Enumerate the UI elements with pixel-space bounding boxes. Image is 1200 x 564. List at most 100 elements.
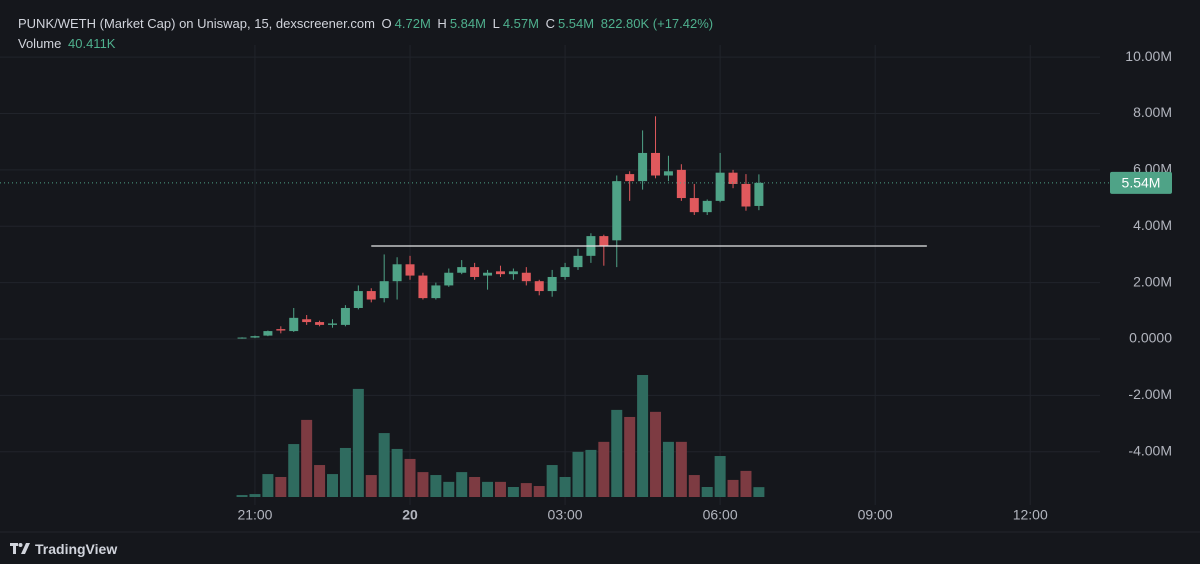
- brand-logo: [10, 543, 30, 554]
- volume-bar: [314, 465, 326, 497]
- volume-value: 40.411K: [68, 36, 116, 51]
- candle-body: [638, 152, 648, 182]
- candle-body: [353, 291, 363, 308]
- candle-body: [534, 281, 544, 292]
- volume-bar: [559, 476, 571, 497]
- x-tick-label: 09:00: [858, 507, 893, 523]
- volume-bar: [650, 411, 662, 497]
- candle-body: [405, 264, 415, 276]
- candle-body: [392, 264, 402, 282]
- candle-body: [612, 181, 622, 241]
- x-tick-label: 06:00: [703, 507, 738, 523]
- volume-bar: [688, 475, 700, 497]
- legend-row: PUNK/WETH (Market Cap) on Uniswap, 15, d…: [18, 14, 716, 34]
- volume-bar: [507, 486, 519, 497]
- y-tick-label: 4.00M: [1133, 217, 1172, 233]
- candle-body: [470, 267, 480, 277]
- c-value: 5.54M: [557, 16, 595, 31]
- volume-bar: [404, 458, 416, 497]
- volume-bar: [714, 456, 726, 497]
- candle-body: [302, 319, 312, 323]
- candle-body: [237, 337, 247, 339]
- y-tick-label: 0.0000: [1129, 330, 1172, 346]
- h-key: H: [437, 16, 447, 31]
- candle-body: [560, 267, 570, 277]
- x-tick-label: 21:00: [237, 507, 272, 523]
- candle-body: [741, 183, 751, 207]
- volume-bar: [469, 476, 481, 497]
- legend-row: Volume 40.411K: [18, 34, 716, 54]
- volume-bar: [326, 474, 338, 497]
- candle-body: [702, 200, 712, 213]
- candle-body: [315, 322, 325, 325]
- volume-bar: [624, 416, 636, 497]
- volume-key: Volume: [18, 36, 62, 51]
- volume-bar: [662, 441, 674, 497]
- candle-body: [263, 331, 273, 336]
- brand[interactable]: TradingView: [10, 541, 117, 557]
- h-value: 5.84M: [449, 16, 486, 31]
- volume-bar: [249, 494, 261, 497]
- volume-bar: [236, 495, 248, 497]
- volume-bar: [443, 481, 455, 497]
- y-tick-label: 10.00M: [1125, 48, 1172, 64]
- volume-bar: [611, 409, 623, 497]
- volume-bar: [533, 486, 545, 497]
- x-tick-label: 03:00: [548, 507, 583, 523]
- volume-bar: [520, 483, 532, 497]
- y-tick-label: 2.00M: [1133, 273, 1172, 289]
- volume-bar: [482, 481, 494, 497]
- candle-body: [508, 271, 518, 275]
- volume-bar: [378, 433, 390, 497]
- last-price-tag: [1110, 171, 1172, 194]
- candle-body: [444, 272, 454, 286]
- volume-bar: [585, 449, 597, 497]
- volume-bar: [339, 447, 351, 497]
- volume-bar: [753, 487, 765, 497]
- candle-body: [715, 172, 725, 201]
- candle-body: [573, 255, 583, 268]
- candle-body: [483, 272, 493, 276]
- candle-body: [689, 198, 699, 213]
- candle-body: [366, 291, 376, 300]
- candle-body: [625, 174, 635, 182]
- volume-bar: [546, 465, 558, 497]
- volume-bar: [275, 476, 287, 497]
- volume-bar: [675, 441, 687, 497]
- volume-bar: [727, 479, 739, 497]
- y-tick-label: -4.00M: [1128, 442, 1172, 458]
- volume-bar: [740, 470, 752, 497]
- volume-bar: [262, 474, 274, 497]
- candle-body: [676, 169, 686, 199]
- volume-bar: [288, 444, 300, 497]
- candle-body: [651, 152, 661, 176]
- candle-body: [547, 276, 557, 292]
- y-tick-label: -2.00M: [1128, 386, 1172, 402]
- candle-body: [457, 267, 467, 273]
- last-price-label: 5.54M: [1122, 175, 1161, 191]
- candle-body: [495, 271, 505, 275]
- candle-body: [728, 172, 738, 184]
- volume-bar: [301, 419, 313, 497]
- candle-body: [754, 182, 764, 206]
- candle-body: [327, 323, 337, 325]
- volume-bar: [637, 375, 649, 497]
- volume-bar: [456, 472, 468, 497]
- y-tick-label: 8.00M: [1133, 104, 1172, 120]
- x-tick-label: 12:00: [1013, 507, 1048, 523]
- symbol: PUNK/WETH (Market Cap) on Uniswap, 15, d…: [18, 16, 375, 31]
- volume-bar: [352, 388, 364, 497]
- volume-bar: [417, 472, 429, 497]
- candle-body: [599, 236, 609, 246]
- candle-body: [521, 272, 531, 282]
- candle-body: [431, 285, 441, 299]
- volume-bar: [572, 451, 584, 497]
- l-value: 4.57M: [502, 16, 539, 31]
- candle-body: [379, 281, 389, 299]
- volume-bar: [494, 481, 506, 497]
- candle-body: [289, 317, 299, 332]
- o-value: 4.72M: [394, 16, 431, 31]
- volume-bar: [430, 475, 442, 497]
